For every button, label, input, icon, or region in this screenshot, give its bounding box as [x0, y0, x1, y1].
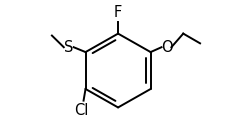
Text: O: O — [161, 40, 172, 55]
Text: S: S — [64, 40, 74, 55]
Text: F: F — [114, 5, 122, 20]
Text: Cl: Cl — [74, 103, 89, 118]
